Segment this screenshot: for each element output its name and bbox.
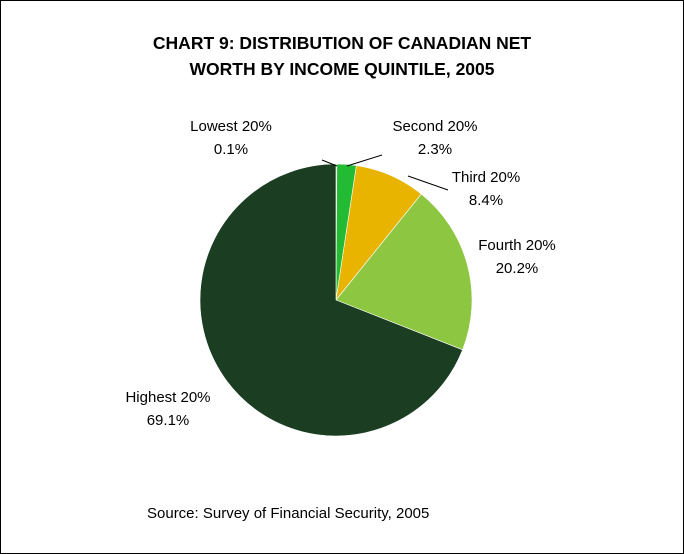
chart-title-line-2: WORTH BY INCOME QUINTILE, 2005 — [189, 59, 495, 79]
leader-line — [346, 154, 383, 167]
slice-label: Highest 20% — [125, 389, 210, 406]
slice-value-label: 8.4% — [469, 192, 503, 209]
chart-title: CHART 9: DISTRIBUTION OF CANADIAN NET WO… — [0, 30, 684, 82]
slice-value-label: 69.1% — [147, 412, 190, 429]
slice-value-label: 2.3% — [418, 141, 452, 158]
pie-slice-fourth-20 — [335, 193, 473, 351]
source-note: Source: Survey of Financial Security, 20… — [147, 505, 430, 522]
slice-value-label: 20.2% — [496, 260, 539, 277]
pie-slices — [199, 163, 473, 437]
slice-labels: Lowest 20% 0.1% Second 20% 2.3%Third 20% 8.4… — [125, 118, 555, 429]
leader-line — [321, 159, 338, 167]
leader-lines — [321, 154, 449, 191]
slice-label: Second 20% — [392, 118, 477, 135]
leader-line — [407, 175, 449, 191]
slice-label: Lowest 20% — [190, 118, 272, 135]
pie-slice-highest-20 — [199, 163, 463, 437]
chart-title-line-1: CHART 9: DISTRIBUTION OF CANADIAN NET — [152, 33, 532, 53]
slice-value-label: 0.1% — [214, 141, 248, 158]
slice-label: Fourth 20% — [478, 237, 556, 254]
slice-label: Third 20% — [452, 169, 520, 186]
